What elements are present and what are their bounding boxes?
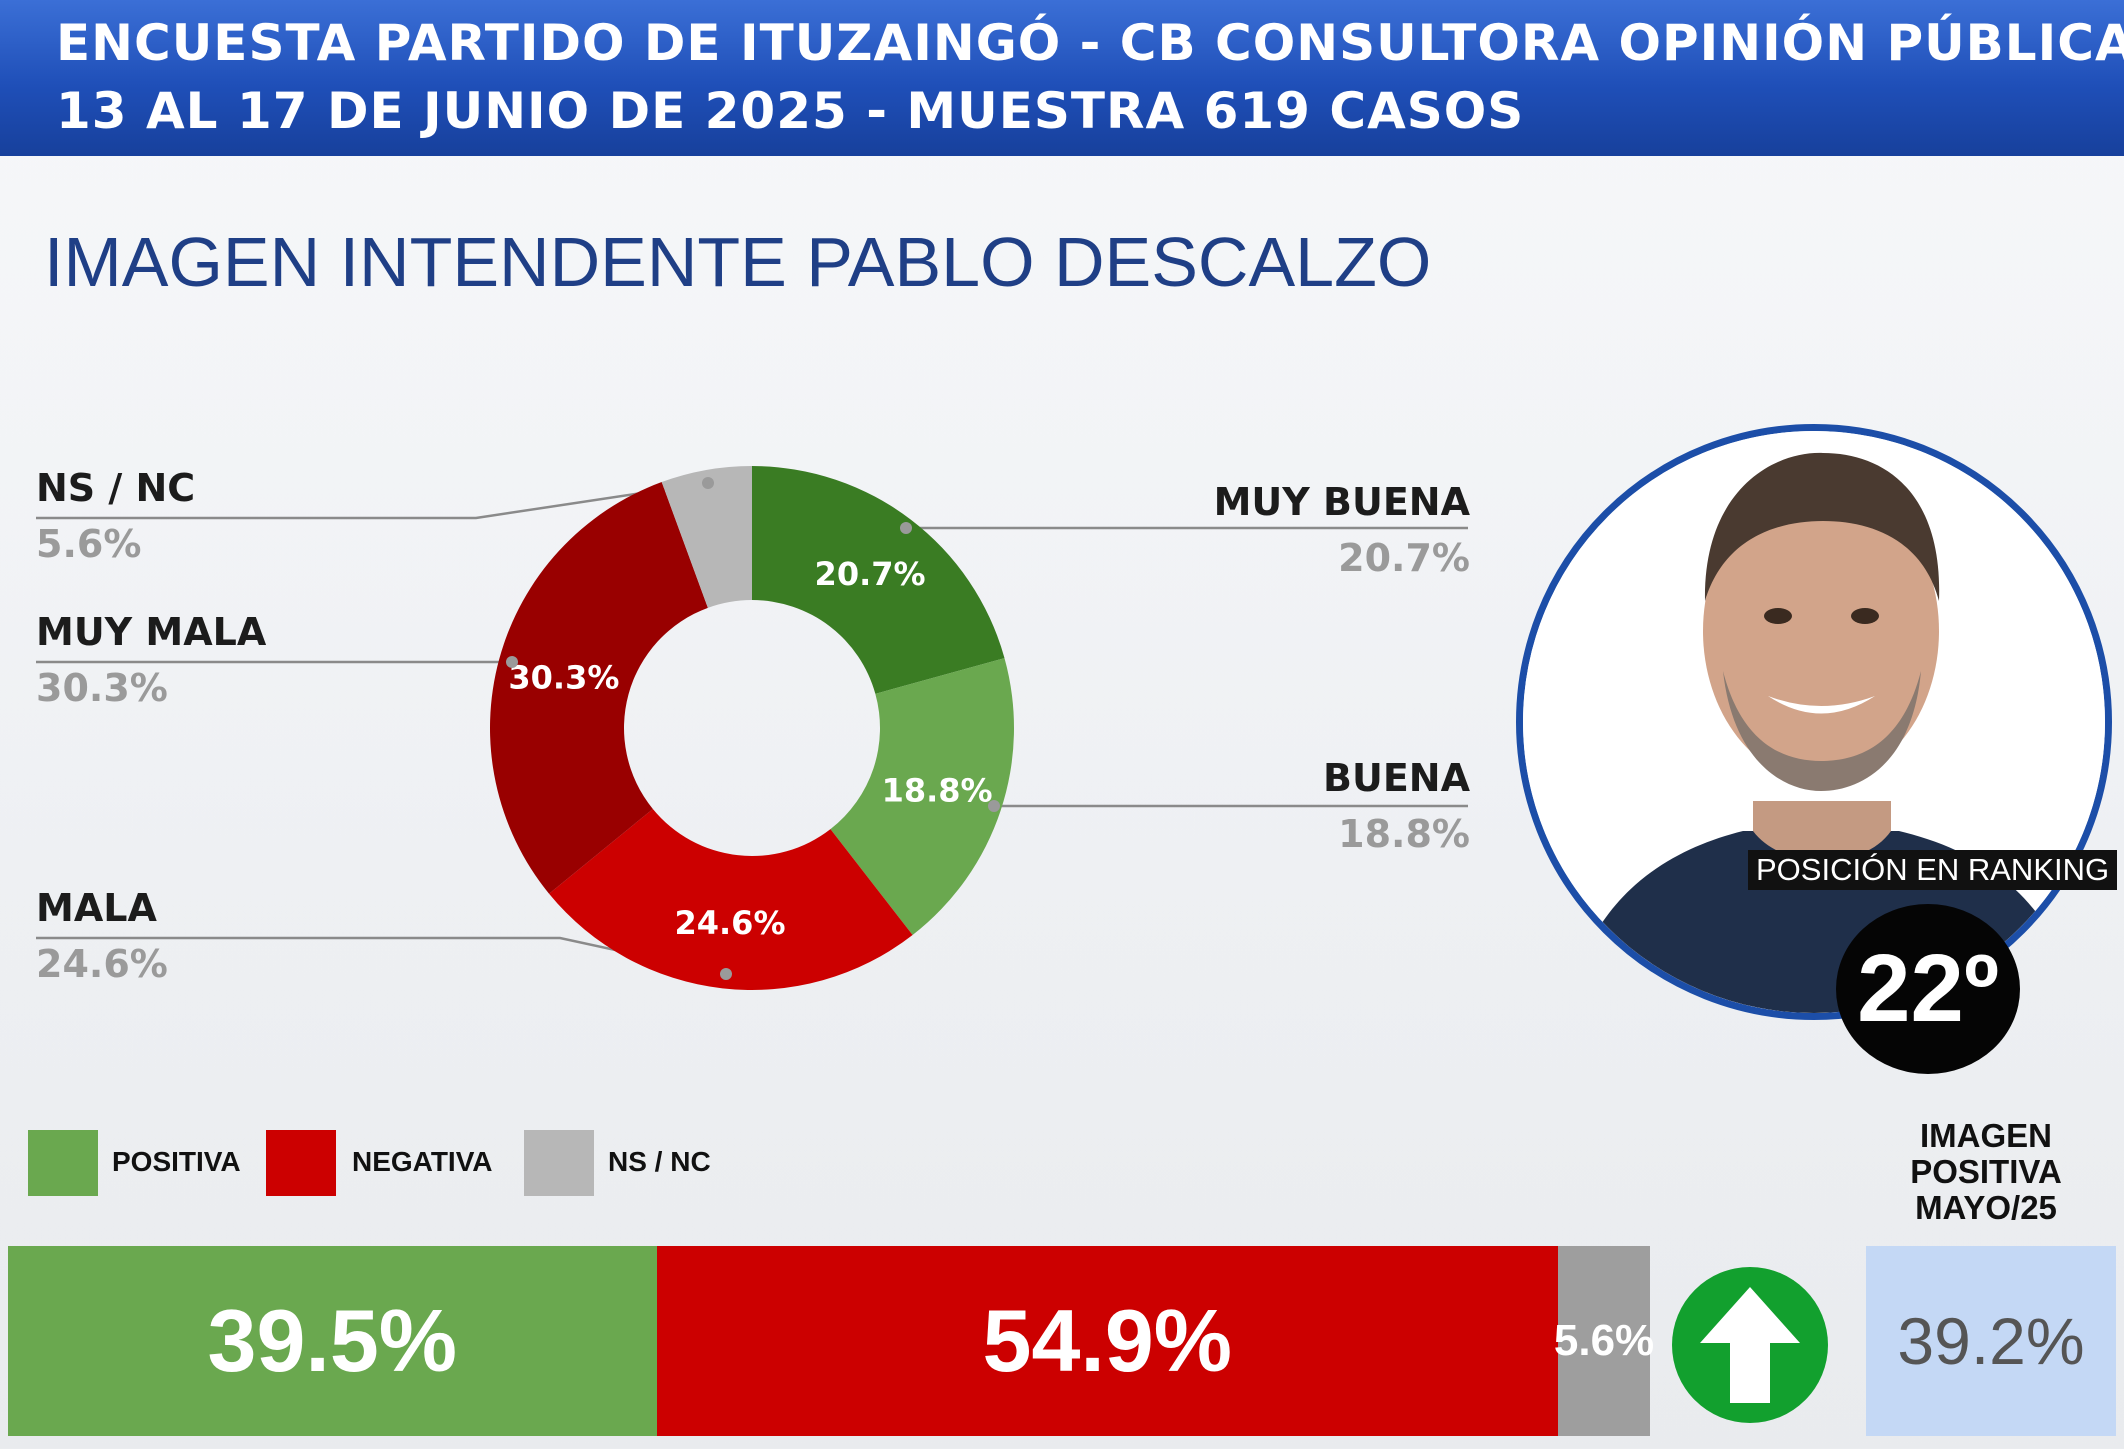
previous-title-line2: POSITIVA xyxy=(1910,1153,2062,1190)
label-muy-mala-name: MUY MALA xyxy=(36,610,267,654)
up-arrow-icon xyxy=(1672,1267,1828,1423)
ranking-label: POSICIÓN EN RANKING xyxy=(1748,850,2118,890)
bar-value-negativa: 54.9% xyxy=(982,1291,1233,1390)
mayor-photo xyxy=(1516,424,2112,1020)
label-buena-value: 18.8% xyxy=(1338,812,1470,856)
donut-label-mala: 24.6% xyxy=(674,904,785,942)
header-banner: ENCUESTA PARTIDO DE ITUZAINGÓ - CB CONSU… xyxy=(0,0,2124,156)
donut-slice-muy-buena xyxy=(752,466,1005,694)
previous-title: IMAGEN POSITIVA MAYO/25 xyxy=(1866,1118,2106,1226)
donut-label-muy-buena: 20.7% xyxy=(815,555,926,593)
donut-slice-buena xyxy=(830,658,1015,936)
ranking-value: 22º xyxy=(1857,935,1999,1042)
label-buena-name: BUENA xyxy=(1323,756,1470,800)
leader-dot-muy-mala xyxy=(506,656,518,668)
label-muy-buena-name: MUY BUENA xyxy=(1213,480,1470,524)
survey-title: ENCUESTA PARTIDO DE ITUZAINGÓ - CB CONSU… xyxy=(56,14,2124,72)
donut-label-muy-mala: 30.3% xyxy=(508,659,619,697)
previous-title-line1: IMAGEN xyxy=(1920,1117,2052,1154)
label-ns-nc-value: 5.6% xyxy=(36,522,142,566)
previous-title-line3: MAYO/25 xyxy=(1915,1189,2057,1226)
person-portrait-icon xyxy=(1523,431,2105,1013)
leader-dot-buena xyxy=(988,800,1000,812)
legend-label-negativa: NEGATIVA xyxy=(352,1146,493,1177)
bar-segment-positiva: 39.5% xyxy=(8,1246,657,1436)
bar-segment-ns-nc: 5.6% xyxy=(1554,1246,1654,1436)
ranking-badge: 22º xyxy=(1836,904,2020,1074)
previous-value: 39.2% xyxy=(1897,1304,2085,1378)
legend-label-positiva: POSITIVA xyxy=(112,1146,241,1177)
donut-slice-ns-nc xyxy=(661,466,752,608)
bar-value-ns-nc: 5.6% xyxy=(1553,1316,1655,1365)
legend-label-ns-nc: NS / NC xyxy=(608,1146,711,1177)
label-ns-nc-name: NS / NC xyxy=(36,466,196,510)
label-muy-buena-value: 20.7% xyxy=(1338,536,1470,580)
bar-value-positiva: 39.5% xyxy=(207,1291,458,1390)
label-mala-value: 24.6% xyxy=(36,942,168,986)
donut-slice-muy-mala xyxy=(490,482,708,894)
label-muy-mala-value: 30.3% xyxy=(36,666,168,710)
leader-dot-ns-nc xyxy=(702,477,714,489)
donut-label-buena: 18.8% xyxy=(882,771,993,809)
leader-dot-mala xyxy=(720,968,732,980)
legend-swatch-positiva xyxy=(28,1130,98,1196)
donut-slice-mala xyxy=(549,808,913,991)
page-title: IMAGEN INTENDENTE PABLO DESCALZO xyxy=(44,223,1432,301)
legend-swatch-negativa xyxy=(266,1130,336,1196)
bar-segment-negativa: 54.9% xyxy=(656,1246,1559,1436)
leader-dot-muy-buena xyxy=(900,522,912,534)
legend-swatch-ns-nc xyxy=(524,1130,594,1196)
survey-subtitle: 13 AL 17 DE JUNIO DE 2025 - MUESTRA 619 … xyxy=(56,82,1525,140)
label-mala-name: MALA xyxy=(36,886,157,930)
leader-line-ns-nc xyxy=(36,481,709,520)
previous-value-box: 39.2% xyxy=(1866,1246,2116,1436)
